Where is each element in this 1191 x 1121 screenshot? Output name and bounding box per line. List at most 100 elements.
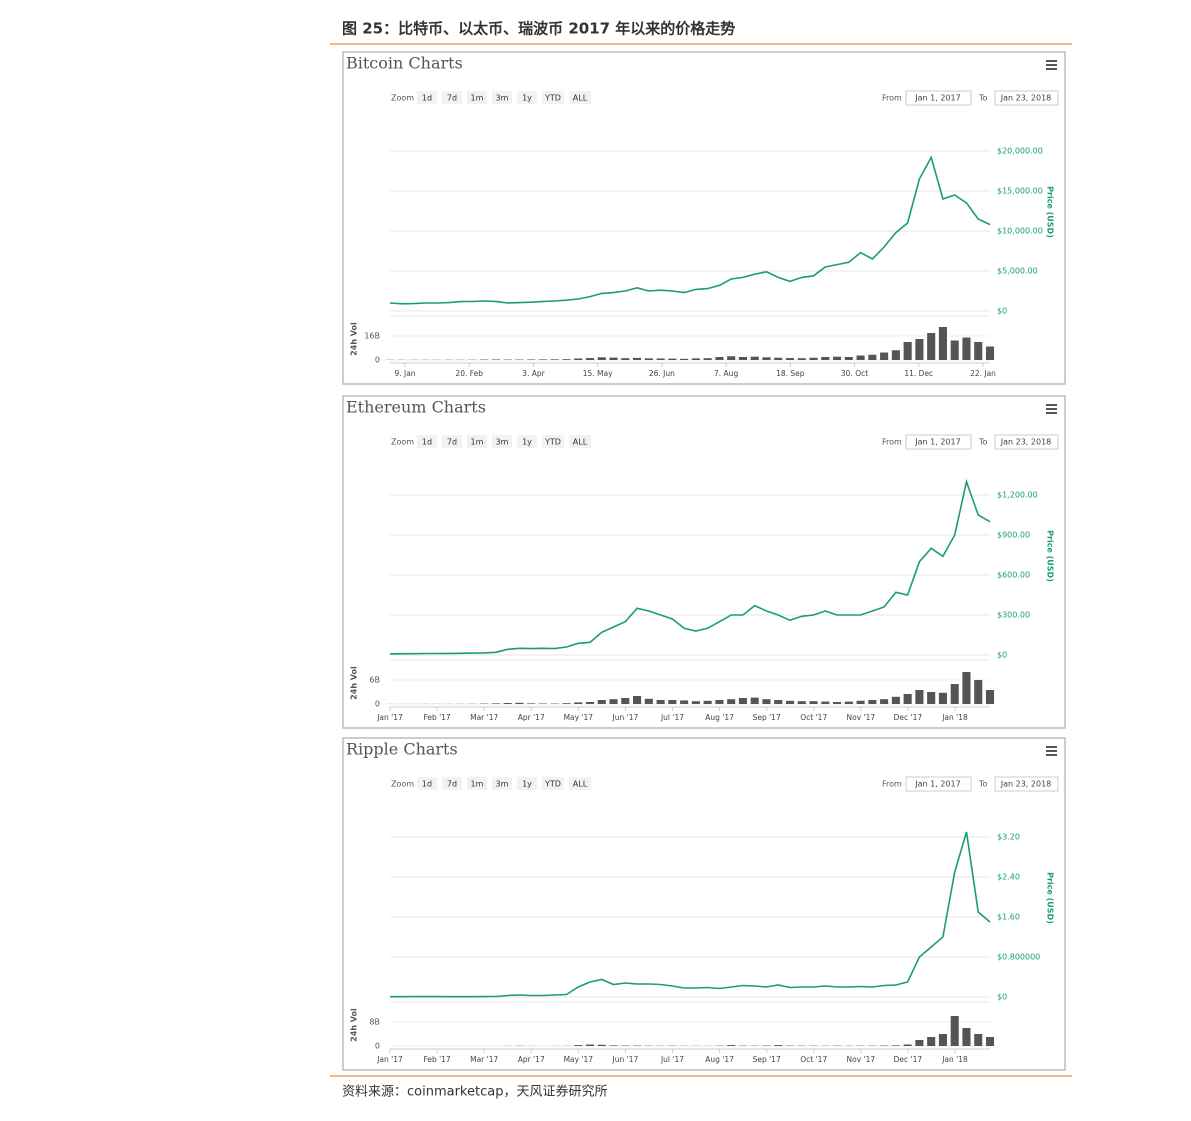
zoom-button-label[interactable]: 1y xyxy=(522,438,532,447)
zoom-button-label[interactable]: 7d xyxy=(447,780,457,789)
zoom-button[interactable] xyxy=(492,777,512,790)
volume-bar xyxy=(609,699,618,704)
zoom-button[interactable] xyxy=(442,435,462,448)
zoom-button[interactable] xyxy=(467,777,487,790)
zoom-button-label[interactable]: 1m xyxy=(471,438,484,447)
zoom-button-label[interactable]: 1y xyxy=(522,780,532,789)
to-value[interactable]: Jan 23, 2018 xyxy=(1000,780,1052,789)
volume-bar xyxy=(585,1044,595,1046)
x-tick-label: May '17 xyxy=(564,713,594,722)
from-value[interactable]: Jan 1, 2017 xyxy=(914,94,960,103)
y-tick-label: $1.60 xyxy=(997,913,1020,922)
zoom-label: Zoom xyxy=(391,94,414,103)
volume-bar xyxy=(762,357,771,360)
zoom-button-label[interactable]: 7d xyxy=(447,94,457,103)
volume-bar xyxy=(974,680,983,704)
zoom-button[interactable] xyxy=(417,435,437,448)
from-input[interactable] xyxy=(905,90,972,106)
y-tick-label: $15,000.00 xyxy=(997,187,1043,196)
zoom-button[interactable] xyxy=(442,91,462,104)
chart-title: Ripple Charts xyxy=(346,740,458,759)
to-value[interactable]: Jan 23, 2018 xyxy=(1000,438,1052,447)
volume-bar xyxy=(727,699,736,704)
zoom-button-label[interactable]: YTD xyxy=(544,94,561,103)
zoom-button[interactable] xyxy=(467,435,487,448)
zoom-button[interactable] xyxy=(517,435,537,448)
to-input[interactable] xyxy=(994,434,1059,450)
volume-bar xyxy=(915,1040,924,1046)
zoom-button-label[interactable]: 1d xyxy=(422,94,432,103)
zoom-button-label[interactable]: 1y xyxy=(522,94,532,103)
menu-icon[interactable] xyxy=(1046,750,1057,752)
menu-icon[interactable] xyxy=(1046,64,1057,66)
zoom-button[interactable] xyxy=(442,777,462,790)
zoom-button[interactable] xyxy=(542,435,564,448)
to-label: To xyxy=(978,438,988,447)
zoom-button[interactable] xyxy=(517,777,537,790)
volume-bar xyxy=(856,700,865,704)
menu-icon[interactable] xyxy=(1046,746,1057,748)
to-input[interactable] xyxy=(994,90,1059,106)
volume-bar xyxy=(727,1045,736,1046)
zoom-button[interactable] xyxy=(542,777,564,790)
volume-bar xyxy=(621,698,630,704)
from-value[interactable]: Jan 1, 2017 xyxy=(914,438,960,447)
menu-icon[interactable] xyxy=(1046,68,1057,70)
volume-bar xyxy=(574,358,583,360)
to-value[interactable]: Jan 23, 2018 xyxy=(1000,94,1052,103)
menu-icon[interactable] xyxy=(1046,754,1057,756)
zoom-button[interactable] xyxy=(569,91,591,104)
volume-bar xyxy=(609,357,618,360)
zoom-button[interactable] xyxy=(492,435,512,448)
volume-bar xyxy=(491,703,500,704)
menu-icon[interactable] xyxy=(1046,404,1057,406)
zoom-button-label[interactable]: 1m xyxy=(471,780,484,789)
zoom-button-label[interactable]: ALL xyxy=(573,438,588,447)
chart-frame xyxy=(342,395,1066,729)
volume-bar xyxy=(668,700,677,704)
zoom-button-label[interactable]: 3m xyxy=(496,438,509,447)
zoom-button-label[interactable]: 1d xyxy=(422,780,432,789)
volume-bar xyxy=(703,358,712,360)
zoom-button[interactable] xyxy=(542,91,564,104)
zoom-button[interactable] xyxy=(417,777,437,790)
zoom-button[interactable] xyxy=(517,91,537,104)
zoom-button-label[interactable]: 7d xyxy=(447,438,457,447)
zoom-button[interactable] xyxy=(569,435,591,448)
from-value[interactable]: Jan 1, 2017 xyxy=(914,780,960,789)
menu-icon[interactable] xyxy=(1046,408,1057,410)
to-input[interactable] xyxy=(994,776,1059,792)
menu-icon[interactable] xyxy=(1046,412,1057,414)
volume-bar xyxy=(797,358,806,360)
volume-bar xyxy=(503,703,512,704)
zoom-button[interactable] xyxy=(492,91,512,104)
volume-axis-title: 24h Vol xyxy=(350,666,359,700)
zoom-button[interactable] xyxy=(417,91,437,104)
zoom-button-label[interactable]: 3m xyxy=(496,780,509,789)
y-tick-label: $2.40 xyxy=(997,873,1020,882)
from-input[interactable] xyxy=(905,776,972,792)
zoom-button[interactable] xyxy=(569,777,591,790)
zoom-button-label[interactable]: 3m xyxy=(496,94,509,103)
volume-bar xyxy=(727,356,736,360)
volume-bar xyxy=(974,1034,983,1046)
chart-title: Ethereum Charts xyxy=(346,398,486,417)
volume-bar xyxy=(974,342,983,360)
x-tick-label: 26. Jun xyxy=(649,369,675,378)
zoom-button-label[interactable]: YTD xyxy=(544,780,561,789)
zoom-button-label[interactable]: ALL xyxy=(573,94,588,103)
volume-bar xyxy=(550,359,559,360)
zoom-button[interactable] xyxy=(467,91,487,104)
x-tick-label: Jan '17 xyxy=(376,1055,403,1064)
volume-bar xyxy=(574,702,583,704)
zoom-button-label[interactable]: ALL xyxy=(573,780,588,789)
volume-bar xyxy=(938,327,947,360)
zoom-button-label[interactable]: 1d xyxy=(422,438,432,447)
volume-bar xyxy=(809,357,818,360)
zoom-button-label[interactable]: YTD xyxy=(544,438,561,447)
menu-icon[interactable] xyxy=(1046,60,1057,62)
zoom-button-label[interactable]: 1m xyxy=(471,94,484,103)
y-tick-label: $600.00 xyxy=(997,571,1030,580)
from-input[interactable] xyxy=(905,434,972,450)
volume-bar xyxy=(927,333,936,360)
